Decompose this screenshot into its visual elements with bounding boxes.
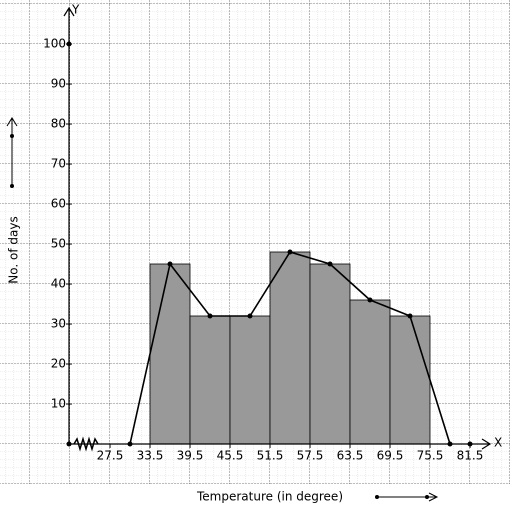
x-axis-name: X — [494, 436, 502, 450]
y-tick-label: 50 — [51, 237, 66, 251]
y-tick-label: 10 — [51, 397, 66, 411]
y-axis-label: No. of days — [7, 216, 21, 283]
polygon-point — [167, 261, 173, 267]
y-tick-label: 70 — [51, 157, 66, 171]
polygon-point — [447, 441, 453, 447]
bar — [229, 315, 271, 445]
bar — [389, 315, 431, 445]
x-axis-label: Temperature (in degree) — [196, 490, 343, 504]
y-axis-name: Y — [71, 3, 80, 17]
y-arrow-dot — [10, 184, 14, 188]
y-tick-label: 100 — [43, 37, 66, 51]
polygon-point — [287, 249, 293, 255]
y-tick-label: 60 — [51, 197, 66, 211]
x-tick-label: 45.5 — [217, 449, 244, 463]
axis-break — [73, 436, 99, 452]
y-axis — [63, 6, 75, 444]
polygon-point — [247, 313, 253, 319]
bar — [269, 251, 311, 445]
polygon-point — [127, 441, 133, 447]
y-arrow — [6, 117, 18, 186]
x-tick-label: 51.5 — [257, 449, 284, 463]
bar — [309, 263, 351, 445]
bar — [349, 299, 391, 445]
x-tick-label: 63.5 — [337, 449, 364, 463]
x-tick-label: 33.5 — [137, 449, 164, 463]
origin-dot — [66, 441, 72, 447]
y-tick-label: 20 — [51, 357, 66, 371]
x-tick-label: 27.5 — [97, 449, 124, 463]
y-arrow-dot — [10, 134, 14, 138]
bar — [189, 315, 231, 445]
x-tick-label: 69.5 — [377, 449, 404, 463]
x-tick-label: 81.5 — [457, 449, 484, 463]
x-tick-label: 39.5 — [177, 449, 204, 463]
polygon-point — [327, 261, 333, 267]
bar — [149, 263, 191, 445]
polygon-point — [207, 313, 213, 319]
polygon-point — [407, 313, 413, 319]
x-axis — [69, 438, 492, 450]
y-tick-label: 90 — [51, 77, 66, 91]
x-arrow-dot — [375, 495, 379, 499]
polygon-point — [367, 297, 373, 303]
x-arrow-dot — [425, 495, 429, 499]
y-tick-label: 30 — [51, 317, 66, 331]
x-tick-label: 57.5 — [297, 449, 324, 463]
x-tick-label: 75.5 — [417, 449, 444, 463]
y-tick-label: 80 — [51, 117, 66, 131]
y-tick-label: 40 — [51, 277, 66, 291]
